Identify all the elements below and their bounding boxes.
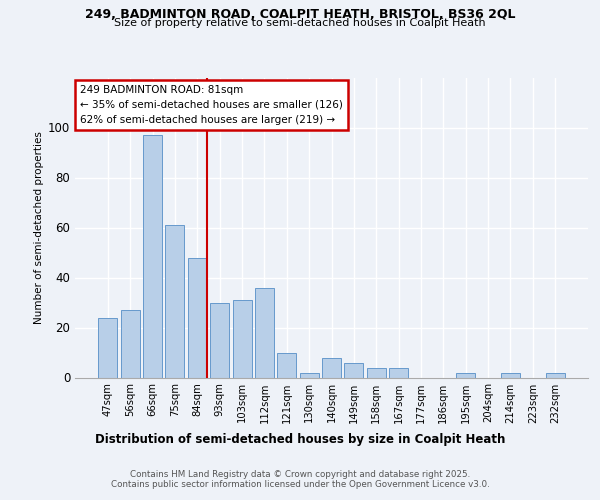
Bar xyxy=(166,225,184,378)
Text: 249, BADMINTON ROAD, COALPIT HEATH, BRISTOL, BS36 2QL: 249, BADMINTON ROAD, COALPIT HEATH, BRIS… xyxy=(85,8,515,20)
Bar xyxy=(344,362,364,378)
Bar xyxy=(299,372,319,378)
Text: Distribution of semi-detached houses by size in Coalpit Heath: Distribution of semi-detached houses by … xyxy=(95,432,505,446)
Text: 249 BADMINTON ROAD: 81sqm
← 35% of semi-detached houses are smaller (126)
62% of: 249 BADMINTON ROAD: 81sqm ← 35% of semi-… xyxy=(80,85,343,124)
Y-axis label: Number of semi-detached properties: Number of semi-detached properties xyxy=(34,131,44,324)
Text: Contains public sector information licensed under the Open Government Licence v3: Contains public sector information licen… xyxy=(110,480,490,489)
Bar xyxy=(233,300,251,378)
Bar xyxy=(456,372,475,378)
Bar xyxy=(121,310,140,378)
Bar xyxy=(143,135,162,378)
Text: Size of property relative to semi-detached houses in Coalpit Heath: Size of property relative to semi-detach… xyxy=(114,18,486,28)
Text: Contains HM Land Registry data © Crown copyright and database right 2025.: Contains HM Land Registry data © Crown c… xyxy=(130,470,470,479)
Bar xyxy=(389,368,408,378)
Bar xyxy=(367,368,386,378)
Bar xyxy=(255,288,274,378)
Bar xyxy=(277,352,296,378)
Bar xyxy=(545,372,565,378)
Bar xyxy=(210,302,229,378)
Bar xyxy=(188,258,207,378)
Bar xyxy=(322,358,341,378)
Bar xyxy=(501,372,520,378)
Bar xyxy=(98,318,118,378)
